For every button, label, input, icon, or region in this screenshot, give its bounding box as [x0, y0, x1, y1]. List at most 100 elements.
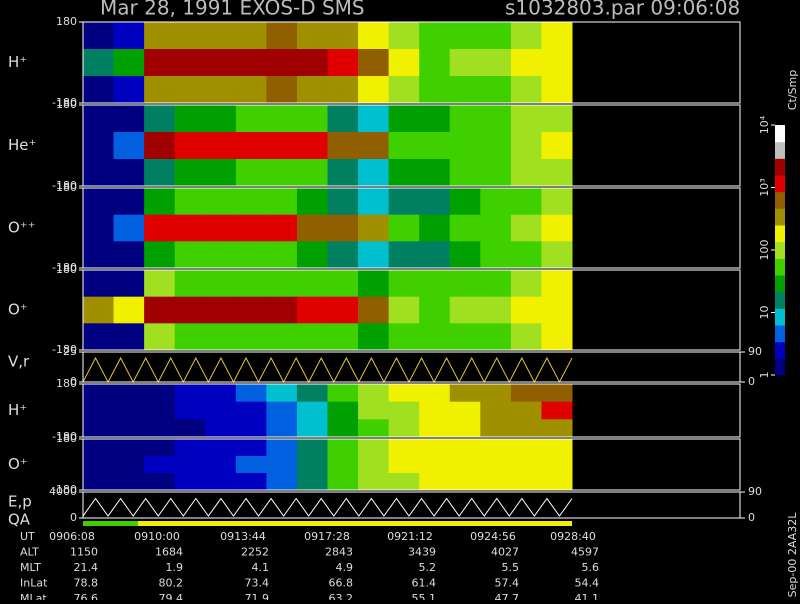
panel-frame	[82, 104, 741, 187]
heatmap-cell	[358, 456, 390, 474]
heatmap-cell	[327, 323, 359, 351]
heatmap-cell	[235, 419, 267, 438]
ephemeris-value: 47.7	[495, 592, 520, 600]
heatmap-cell	[419, 241, 451, 269]
heatmap-cell	[510, 132, 542, 160]
heatmap-cell	[449, 76, 481, 104]
panel-label: O⁺⁺	[8, 219, 36, 237]
heatmap-cell	[83, 214, 115, 242]
heatmap-cell	[358, 159, 390, 187]
heatmap-cell	[235, 188, 267, 216]
heatmap-cell	[144, 296, 176, 324]
heatmap-cell	[480, 323, 512, 351]
ephemeris-value: 0924:56	[470, 530, 516, 543]
ephemeris-value: 66.8	[329, 577, 354, 590]
heatmap-cell	[419, 188, 451, 216]
heatmap-cell	[144, 384, 176, 403]
y-tick-label: 0	[70, 375, 77, 388]
heatmap-cell	[296, 323, 328, 351]
heatmap-cell	[449, 188, 481, 216]
colorbar-swatch	[775, 291, 785, 309]
heatmap-cell	[113, 22, 145, 50]
heatmap-cell	[327, 401, 359, 420]
heatmap-cell	[449, 419, 481, 438]
heatmap-cell	[113, 188, 145, 216]
y-tick-label: 180	[56, 98, 77, 111]
heatmap-cell	[449, 214, 481, 242]
heatmap-cell	[144, 439, 176, 457]
ephemeris-value: 57.4	[495, 577, 520, 590]
heatmap-cell	[83, 473, 115, 491]
heatmap-cell	[235, 22, 267, 50]
heatmap-cell	[358, 188, 390, 216]
heatmap-cell	[480, 214, 512, 242]
heatmap-cell	[419, 384, 451, 403]
heatmap-cell	[174, 270, 206, 298]
heatmap-cell	[113, 159, 145, 187]
heatmap-cell	[419, 76, 451, 104]
heatmap-cell	[296, 270, 328, 298]
heatmap-cell	[144, 456, 176, 474]
heatmap-cell	[510, 105, 542, 133]
heatmap-cell	[541, 159, 573, 187]
heatmap-cell	[296, 384, 328, 403]
ephemeris-value: 0928:40	[550, 530, 596, 543]
colorbar-swatch	[775, 141, 785, 159]
heatmap-cell	[144, 241, 176, 269]
heatmap-cell	[480, 159, 512, 187]
y2-tick-label: 90	[748, 345, 762, 358]
heatmap-cell	[449, 401, 481, 420]
heatmap-cell	[480, 456, 512, 474]
heatmap-cell	[235, 241, 267, 269]
heatmap-cell	[144, 76, 176, 104]
heatmap-cell	[113, 76, 145, 104]
panel-label: H⁺	[8, 401, 27, 419]
heatmap-cell	[388, 401, 420, 420]
ephemeris-value: 79.4	[159, 592, 184, 600]
ephemeris-value: 0913:44	[220, 530, 266, 543]
y-tick-label: 180	[56, 15, 77, 28]
colorbar-tick-label: 1	[758, 372, 771, 379]
heatmap-cell	[358, 22, 390, 50]
heatmap-cell	[174, 439, 206, 457]
heatmap-cell	[266, 132, 298, 160]
colorbar-swatch	[775, 325, 785, 343]
ephemeris-value: 41.1	[575, 592, 600, 600]
colorbar-tick-label: 10³	[758, 178, 771, 196]
heatmap-cell	[358, 401, 390, 420]
heatmap-cell	[174, 22, 206, 50]
heatmap-cell	[419, 456, 451, 474]
heatmap-cell	[205, 105, 237, 133]
heatmap-cell	[541, 105, 573, 133]
heatmap-cell	[144, 214, 176, 242]
line-series	[82, 497, 573, 517]
heatmap-cell	[113, 384, 145, 403]
ephemeris-row-name: MLat	[20, 592, 47, 600]
heatmap-cell	[205, 132, 237, 160]
heatmap-cell	[327, 473, 359, 491]
heatmap-cell	[510, 22, 542, 50]
heatmap-cell	[480, 22, 512, 50]
ephemeris-value: 54.4	[575, 577, 600, 590]
ephemeris-value: 4.1	[252, 561, 270, 574]
heatmap-cell	[358, 439, 390, 457]
heatmap-cell	[541, 296, 573, 324]
heatmap-cell	[327, 270, 359, 298]
heatmap-cell	[358, 76, 390, 104]
heatmap-cell	[358, 384, 390, 403]
qa-label: QA	[8, 511, 31, 529]
panel-frame	[82, 438, 741, 491]
heatmap-cell	[83, 323, 115, 351]
heatmap-cell	[144, 49, 176, 77]
heatmap-cell	[449, 159, 481, 187]
ephemeris-value: 0917:28	[304, 530, 350, 543]
heatmap-cell	[541, 241, 573, 269]
colorbar-tick-label: 10	[758, 306, 771, 320]
heatmap-cell	[358, 214, 390, 242]
panel-label: H⁺	[8, 53, 27, 71]
heatmap-cell	[480, 401, 512, 420]
y-tick-label: -180	[52, 96, 77, 109]
ephemeris-row-name: MLT	[20, 561, 41, 574]
heatmap-cell	[83, 439, 115, 457]
